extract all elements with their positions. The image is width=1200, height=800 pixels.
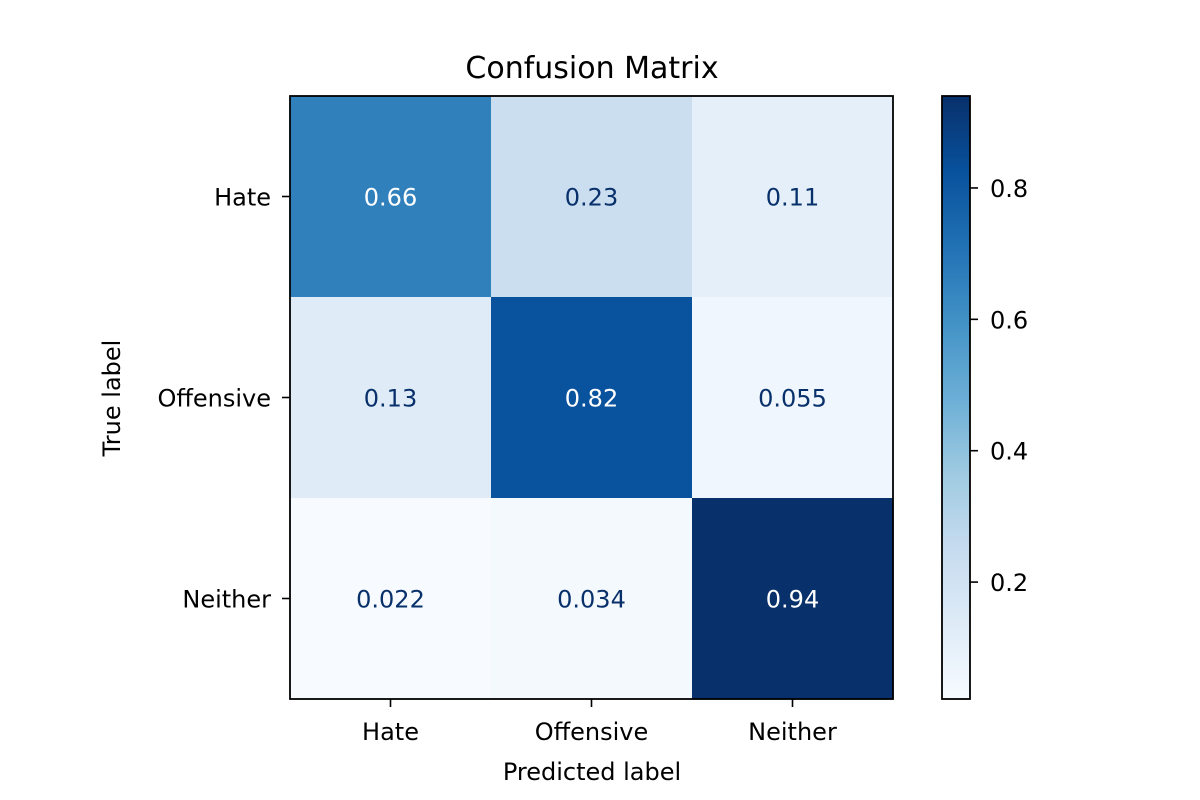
cell-value-label-2-1: 0.034 xyxy=(557,586,626,614)
chart-title: Confusion Matrix xyxy=(465,51,718,86)
y-tick-label: Neither xyxy=(182,586,271,614)
heatmap-cell-2-0 xyxy=(290,498,492,700)
colorbar: 0.2 0.4 0.6 0.8 xyxy=(941,95,1028,700)
cell-value-label-1-0: 0.13 xyxy=(364,385,417,413)
x-tick-label: Hate xyxy=(362,718,419,746)
colorbar-tick-label: 0.4 xyxy=(990,438,1028,466)
cell-value-label-1-2: 0.055 xyxy=(758,385,827,413)
cell-value-label-2-0: 0.022 xyxy=(356,586,425,614)
cell-value-label-2-2: 0.94 xyxy=(766,586,819,614)
colorbar-tick-label: 0.8 xyxy=(990,175,1028,203)
x-axis-ticks: Hate Offensive Neither xyxy=(362,699,837,746)
colorbar-gradient xyxy=(942,96,970,699)
heatmap-cell-1-0 xyxy=(290,297,492,499)
colorbar-ticks: 0.2 0.4 0.6 0.8 xyxy=(970,175,1028,597)
heatmap-cell-0-2 xyxy=(692,96,894,298)
x-tick-label: Neither xyxy=(748,718,837,746)
heatmap-cells: 0.66 0.23 0.11 0.13 0.82 0.055 0.022 0.034 0.94 xyxy=(290,96,894,700)
cell-value-label-0-0: 0.66 xyxy=(364,184,417,212)
x-tick-label: Offensive xyxy=(535,718,649,746)
y-axis-ticks: Hate Offensive Neither xyxy=(157,184,290,614)
heatmap-cell-1-2 xyxy=(692,297,894,499)
heatmap-cell-0-1 xyxy=(491,96,693,298)
heatmap-cell-2-1 xyxy=(491,498,693,700)
colorbar-tick-label: 0.6 xyxy=(990,306,1028,334)
x-axis-label: Predicted label xyxy=(503,758,681,786)
y-axis-label: True label xyxy=(98,340,126,458)
y-tick-label: Hate xyxy=(214,184,271,212)
cell-value-label-0-1: 0.23 xyxy=(565,184,618,212)
y-tick-label: Offensive xyxy=(157,385,271,413)
cell-value-label-0-2: 0.11 xyxy=(766,184,819,212)
cell-value-label-1-1: 0.82 xyxy=(565,385,618,413)
colorbar-tick-label: 0.2 xyxy=(990,569,1028,597)
colorbar-frame xyxy=(941,95,971,700)
heatmap-cell-0-0 xyxy=(290,96,492,298)
heatmap-cell-2-2 xyxy=(692,498,894,700)
heatmap-cell-1-1 xyxy=(491,297,693,499)
